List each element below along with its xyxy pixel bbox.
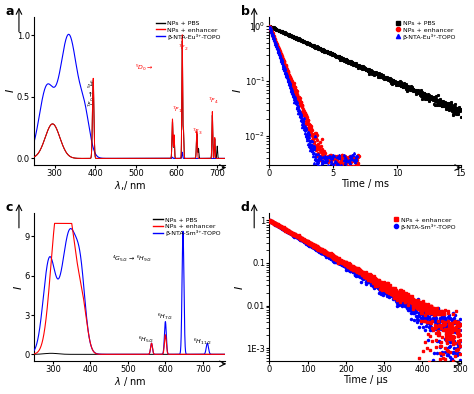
Y-axis label: I: I xyxy=(6,89,16,92)
Text: $^7F_2$: $^7F_2$ xyxy=(178,43,189,53)
X-axis label: Time / μs: Time / μs xyxy=(343,375,387,385)
Text: b: b xyxy=(241,5,250,18)
Legend: NPs + enhancer, β-NTA-Sm³⁺-TOPO: NPs + enhancer, β-NTA-Sm³⁺-TOPO xyxy=(392,216,457,231)
X-axis label: Time / ms: Time / ms xyxy=(341,179,389,189)
Text: $^7F_0 \to\ ^5\!L_6$: $^7F_0 \to\ ^5\!L_6$ xyxy=(87,78,98,107)
Y-axis label: I: I xyxy=(13,285,23,288)
Text: $^7F_3$: $^7F_3$ xyxy=(192,126,203,137)
Text: $^7F_1$: $^7F_1$ xyxy=(172,104,183,115)
Text: $^5D_0 \to$: $^5D_0 \to$ xyxy=(135,63,154,73)
Legend: NPs + PBS, NPs + enhancer, β-NTA-Eu³⁺-TOPO: NPs + PBS, NPs + enhancer, β-NTA-Eu³⁺-TO… xyxy=(394,20,457,41)
Text: d: d xyxy=(241,201,250,214)
Text: $^4G_{5/2} \to\ ^6\!H_{9/2}$: $^4G_{5/2} \to\ ^6\!H_{9/2}$ xyxy=(112,254,152,263)
Y-axis label: I: I xyxy=(235,285,245,288)
Text: $^6H_{5/2}$: $^6H_{5/2}$ xyxy=(138,335,154,344)
Text: a: a xyxy=(6,5,14,18)
Legend: NPs + PBS, NPs + enhancer, β-NTA-Eu³⁺-TOPO: NPs + PBS, NPs + enhancer, β-NTA-Eu³⁺-TO… xyxy=(155,20,222,41)
Text: $^6H_{7/2}$: $^6H_{7/2}$ xyxy=(157,311,173,321)
Legend: NPs + PBS, NPs + enhancer, β-NTA-Sm³⁺-TOPO: NPs + PBS, NPs + enhancer, β-NTA-Sm³⁺-TO… xyxy=(152,216,222,237)
X-axis label: $\lambda$,/ nm: $\lambda$,/ nm xyxy=(113,179,146,192)
X-axis label: $\lambda$ / nm: $\lambda$ / nm xyxy=(113,375,146,388)
Text: $^7F_4$: $^7F_4$ xyxy=(208,96,219,106)
Text: $^6H_{11/2}$: $^6H_{11/2}$ xyxy=(193,336,212,346)
Text: c: c xyxy=(6,201,13,214)
Y-axis label: I: I xyxy=(233,89,243,92)
